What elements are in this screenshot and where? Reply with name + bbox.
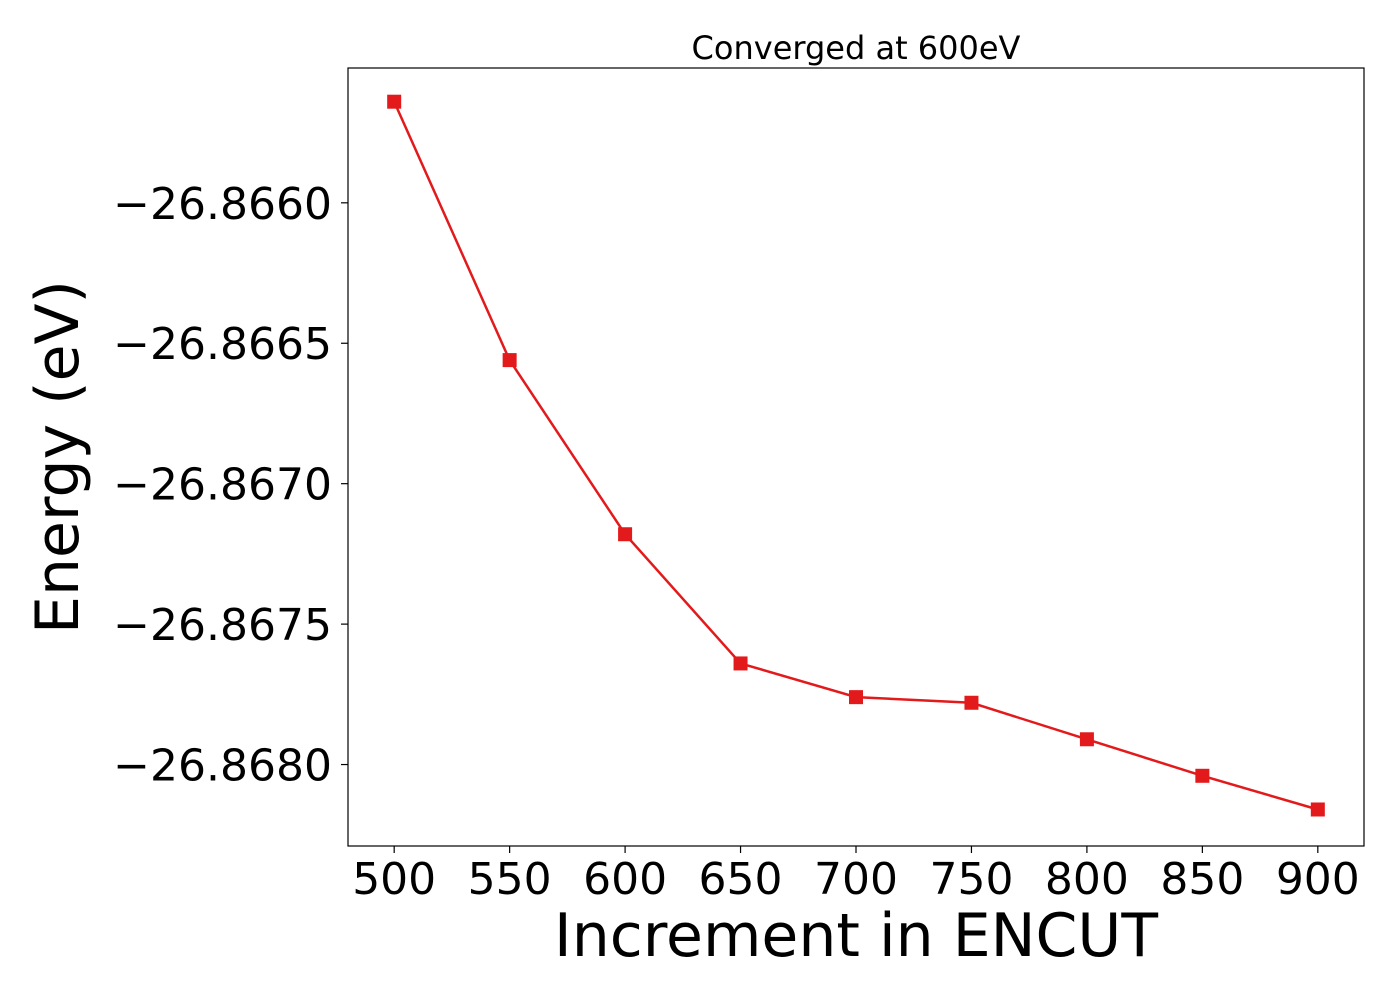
y-tick-label: −26.8675 (113, 600, 332, 651)
data-point-marker (964, 695, 979, 710)
x-axis-label: Increment in ENCUT (554, 901, 1158, 971)
x-tick-label: 850 (1160, 854, 1244, 905)
y-tick-label: −26.8665 (113, 319, 332, 370)
y-axis-label: Energy (eV) (23, 280, 93, 634)
x-tick-label: 650 (699, 854, 783, 905)
data-point-marker (733, 656, 748, 671)
chart-title: Converged at 600eV (692, 29, 1021, 67)
y-tick-label: −26.8660 (113, 179, 332, 230)
x-tick-label: 600 (583, 854, 667, 905)
data-point-marker (1195, 768, 1210, 783)
data-point-marker (849, 690, 863, 705)
data-point-marker (1310, 802, 1325, 817)
x-tick-label: 900 (1276, 854, 1360, 905)
y-axis-ticks: −26.8660 −26.8665 −26.8670 −26.8675 −26.8680 (113, 179, 348, 792)
x-tick-label: 750 (929, 854, 1013, 905)
x-tick-label: 500 (352, 854, 436, 905)
x-tick-label: 700 (814, 854, 898, 905)
data-point-marker (502, 353, 517, 368)
data-point-marker (387, 94, 402, 109)
x-tick-label: 550 (468, 854, 552, 905)
data-point-marker (618, 527, 633, 542)
plot-area-frame (347, 67, 1365, 847)
energy-series-markers (387, 94, 1325, 817)
data-point-marker (1079, 732, 1094, 747)
y-tick-label: −26.8680 (113, 741, 332, 792)
y-tick-label: −26.8670 (113, 460, 332, 511)
x-tick-label: 800 (1045, 854, 1129, 905)
x-axis-ticks: 500 550 600 650 700 750 800 850 900 (352, 846, 1360, 905)
